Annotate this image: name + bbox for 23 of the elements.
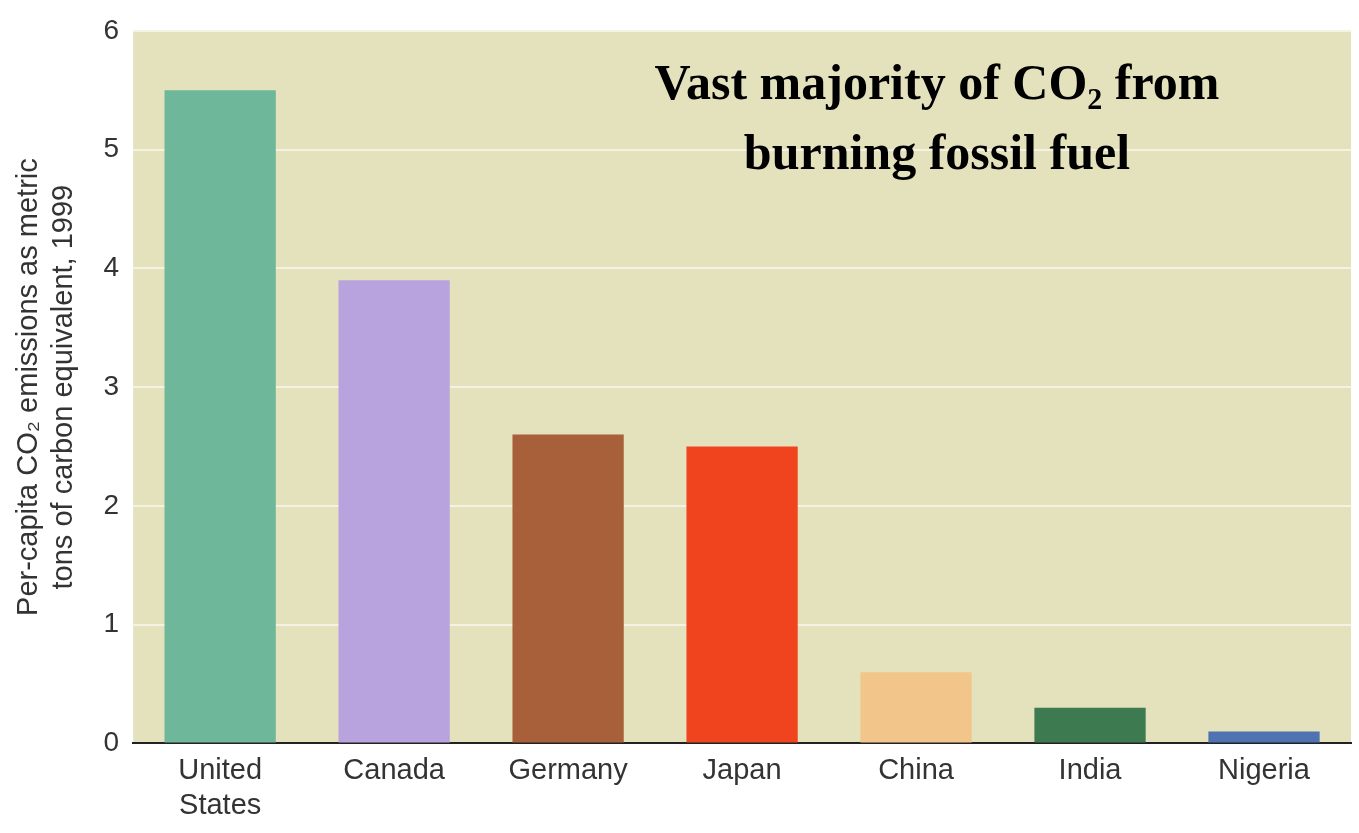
y-tick-label: 2 (103, 488, 120, 520)
bar (512, 434, 624, 743)
text: Vast majority of CO₂ from burning fossil fuel (654, 53, 1220, 180)
y-tick-label: 3 (103, 369, 120, 401)
x-tick-label: United States (178, 752, 263, 820)
x-tick-label: Canada (343, 752, 446, 785)
y-axis-title: Per-capita CO₂ emissions as metric tons of carbon equivalent, 1999 (11, 158, 79, 616)
y-tick-label: 6 (103, 13, 120, 45)
x-tick-label: Japan (702, 752, 782, 785)
y-tick-label: 5 (103, 132, 120, 164)
x-tick-label: Germany (508, 752, 629, 785)
y-tick-label: 0 (103, 726, 120, 758)
x-tick-label: India (1058, 752, 1123, 785)
bar (686, 446, 798, 743)
y-tick-label: 4 (103, 251, 120, 283)
y-tick-label: 1 (103, 607, 120, 639)
x-tick-label: Nigeria (1218, 752, 1311, 785)
x-tick-label: China (878, 752, 955, 785)
bar (164, 90, 276, 743)
bar (1208, 731, 1320, 743)
bar (338, 280, 450, 743)
bar (1034, 707, 1146, 743)
bar (860, 672, 972, 743)
